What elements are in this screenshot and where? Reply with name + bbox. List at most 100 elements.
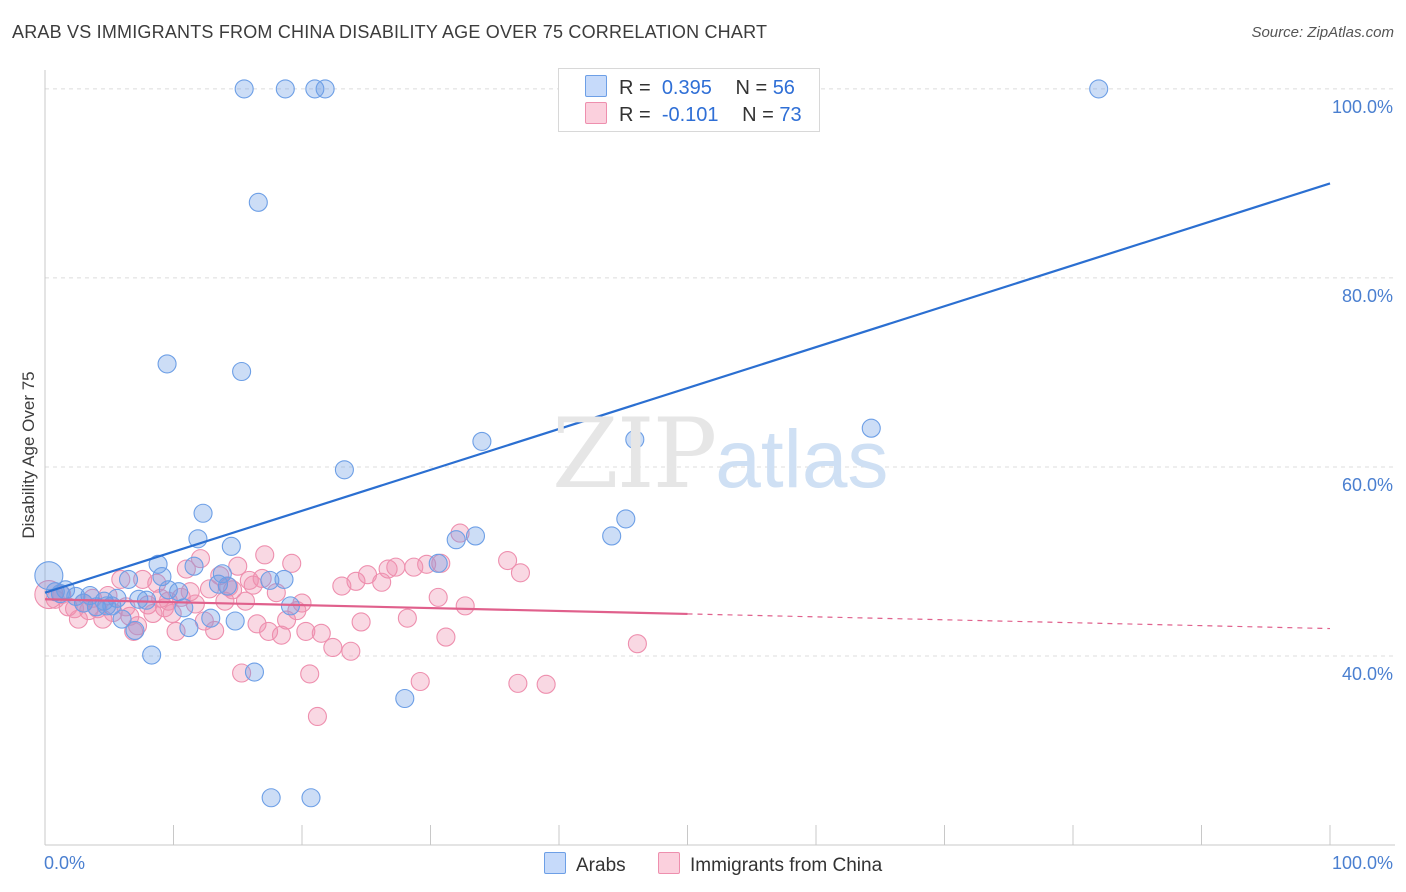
trend-line-arabs <box>44 182 1331 594</box>
data-point <box>602 526 622 546</box>
tick-labels: 40.0% 60.0% 80.0% 100.0% 0.0% 100.0% <box>44 97 1393 873</box>
data-point <box>74 593 94 613</box>
x-tick-label: 100.0% <box>1332 853 1393 873</box>
legend-label-arabs: Arabs <box>576 855 626 876</box>
data-point <box>179 618 199 638</box>
legend-r-value-arabs: 0.395 <box>661 77 712 99</box>
data-point <box>861 418 881 438</box>
data-point <box>232 361 252 382</box>
data-point <box>193 503 213 523</box>
legend-swatch-china <box>585 102 607 124</box>
legend-n-value-china: 73 <box>779 104 802 126</box>
data-point <box>261 788 281 808</box>
data-point <box>169 582 189 602</box>
y-tick-label: 100.0% <box>1332 97 1393 117</box>
data-point <box>124 621 144 641</box>
data-point <box>201 608 221 628</box>
data-point <box>184 556 204 576</box>
data-point <box>625 429 645 450</box>
data-point <box>221 536 241 556</box>
data-point <box>136 590 157 610</box>
data-point <box>118 569 139 589</box>
watermark-atlas: atlas <box>715 414 889 505</box>
data-point <box>259 621 279 641</box>
data-point <box>386 557 406 577</box>
legend-r-label: R = <box>619 77 651 99</box>
data-point <box>508 673 528 693</box>
legend-r-value-china: -0.101 <box>661 104 719 126</box>
data-point <box>247 614 267 634</box>
data-point <box>129 589 149 609</box>
data-point <box>112 609 132 629</box>
data-point <box>180 582 200 602</box>
y-tick-label: 60.0% <box>1342 475 1393 495</box>
data-point <box>274 569 294 589</box>
data-point <box>305 79 325 99</box>
data-point <box>157 354 177 374</box>
data-point <box>378 559 398 579</box>
chart-title: ARAB VS IMMIGRANTS FROM CHINA DISABILITY… <box>12 22 768 42</box>
data-point <box>428 587 448 607</box>
data-point <box>252 568 272 589</box>
legend-n-label: N = <box>742 104 774 126</box>
data-point <box>307 706 327 727</box>
data-point <box>332 576 352 596</box>
data-point <box>296 621 316 641</box>
data-point <box>205 620 225 641</box>
data-point <box>510 563 531 583</box>
data-point <box>627 634 647 654</box>
legend-r-label: R = <box>619 104 651 126</box>
data-point <box>190 549 211 569</box>
y-axis-label: Disability Age Over 75 <box>19 371 38 538</box>
legend-swatch-arabs <box>585 75 607 97</box>
data-point <box>217 576 238 596</box>
data-point <box>395 688 415 709</box>
x-tick-label: 0.0% <box>44 853 85 873</box>
data-point <box>292 593 312 613</box>
legend-swatch-china <box>658 852 680 874</box>
data-point <box>498 550 518 571</box>
legend-item-china[interactable]: Immigrants from China <box>658 852 882 877</box>
data-point <box>133 569 153 589</box>
data-point <box>86 597 106 617</box>
data-point <box>125 620 145 641</box>
data-point <box>235 591 256 611</box>
data-point <box>311 623 331 643</box>
data-point <box>428 553 448 573</box>
data-point <box>162 603 182 623</box>
data-point <box>465 526 486 546</box>
watermark-zip: ZIP <box>552 398 717 510</box>
data-point <box>166 621 186 641</box>
data-point <box>446 530 466 550</box>
data-point <box>212 564 232 584</box>
trend-line-china-extrapolated <box>687 613 1331 630</box>
data-point <box>148 554 168 574</box>
data-point <box>300 664 320 684</box>
data-point <box>536 674 556 694</box>
zipatlas-watermark: ZIPatlas <box>552 398 888 510</box>
data-point <box>472 431 492 451</box>
y-tick-label: 80.0% <box>1342 286 1393 306</box>
y-tick-label: 40.0% <box>1342 664 1393 684</box>
data-point <box>176 559 196 579</box>
legend-row-arabs: R = 0.395 N = 56 <box>585 75 795 101</box>
data-point <box>271 625 291 645</box>
data-point <box>244 662 265 682</box>
axes <box>44 70 1395 846</box>
data-point <box>228 556 248 576</box>
data-point <box>260 570 280 590</box>
legend-n-label: N = <box>735 77 768 99</box>
data-point <box>111 569 131 589</box>
correlation-legend: R = 0.395 N = 56 R = -0.101 N = 73 <box>558 68 820 132</box>
data-point <box>234 79 254 99</box>
data-point <box>397 608 417 628</box>
series-legend: Arabs Immigrants from China <box>0 852 1406 878</box>
data-point <box>315 79 335 99</box>
data-point <box>410 671 430 692</box>
legend-item-arabs[interactable]: Arabs <box>544 852 626 877</box>
legend-row-china: R = -0.101 N = 73 <box>585 102 802 128</box>
data-point <box>616 509 636 529</box>
data-point <box>436 627 456 647</box>
data-point <box>147 573 167 593</box>
